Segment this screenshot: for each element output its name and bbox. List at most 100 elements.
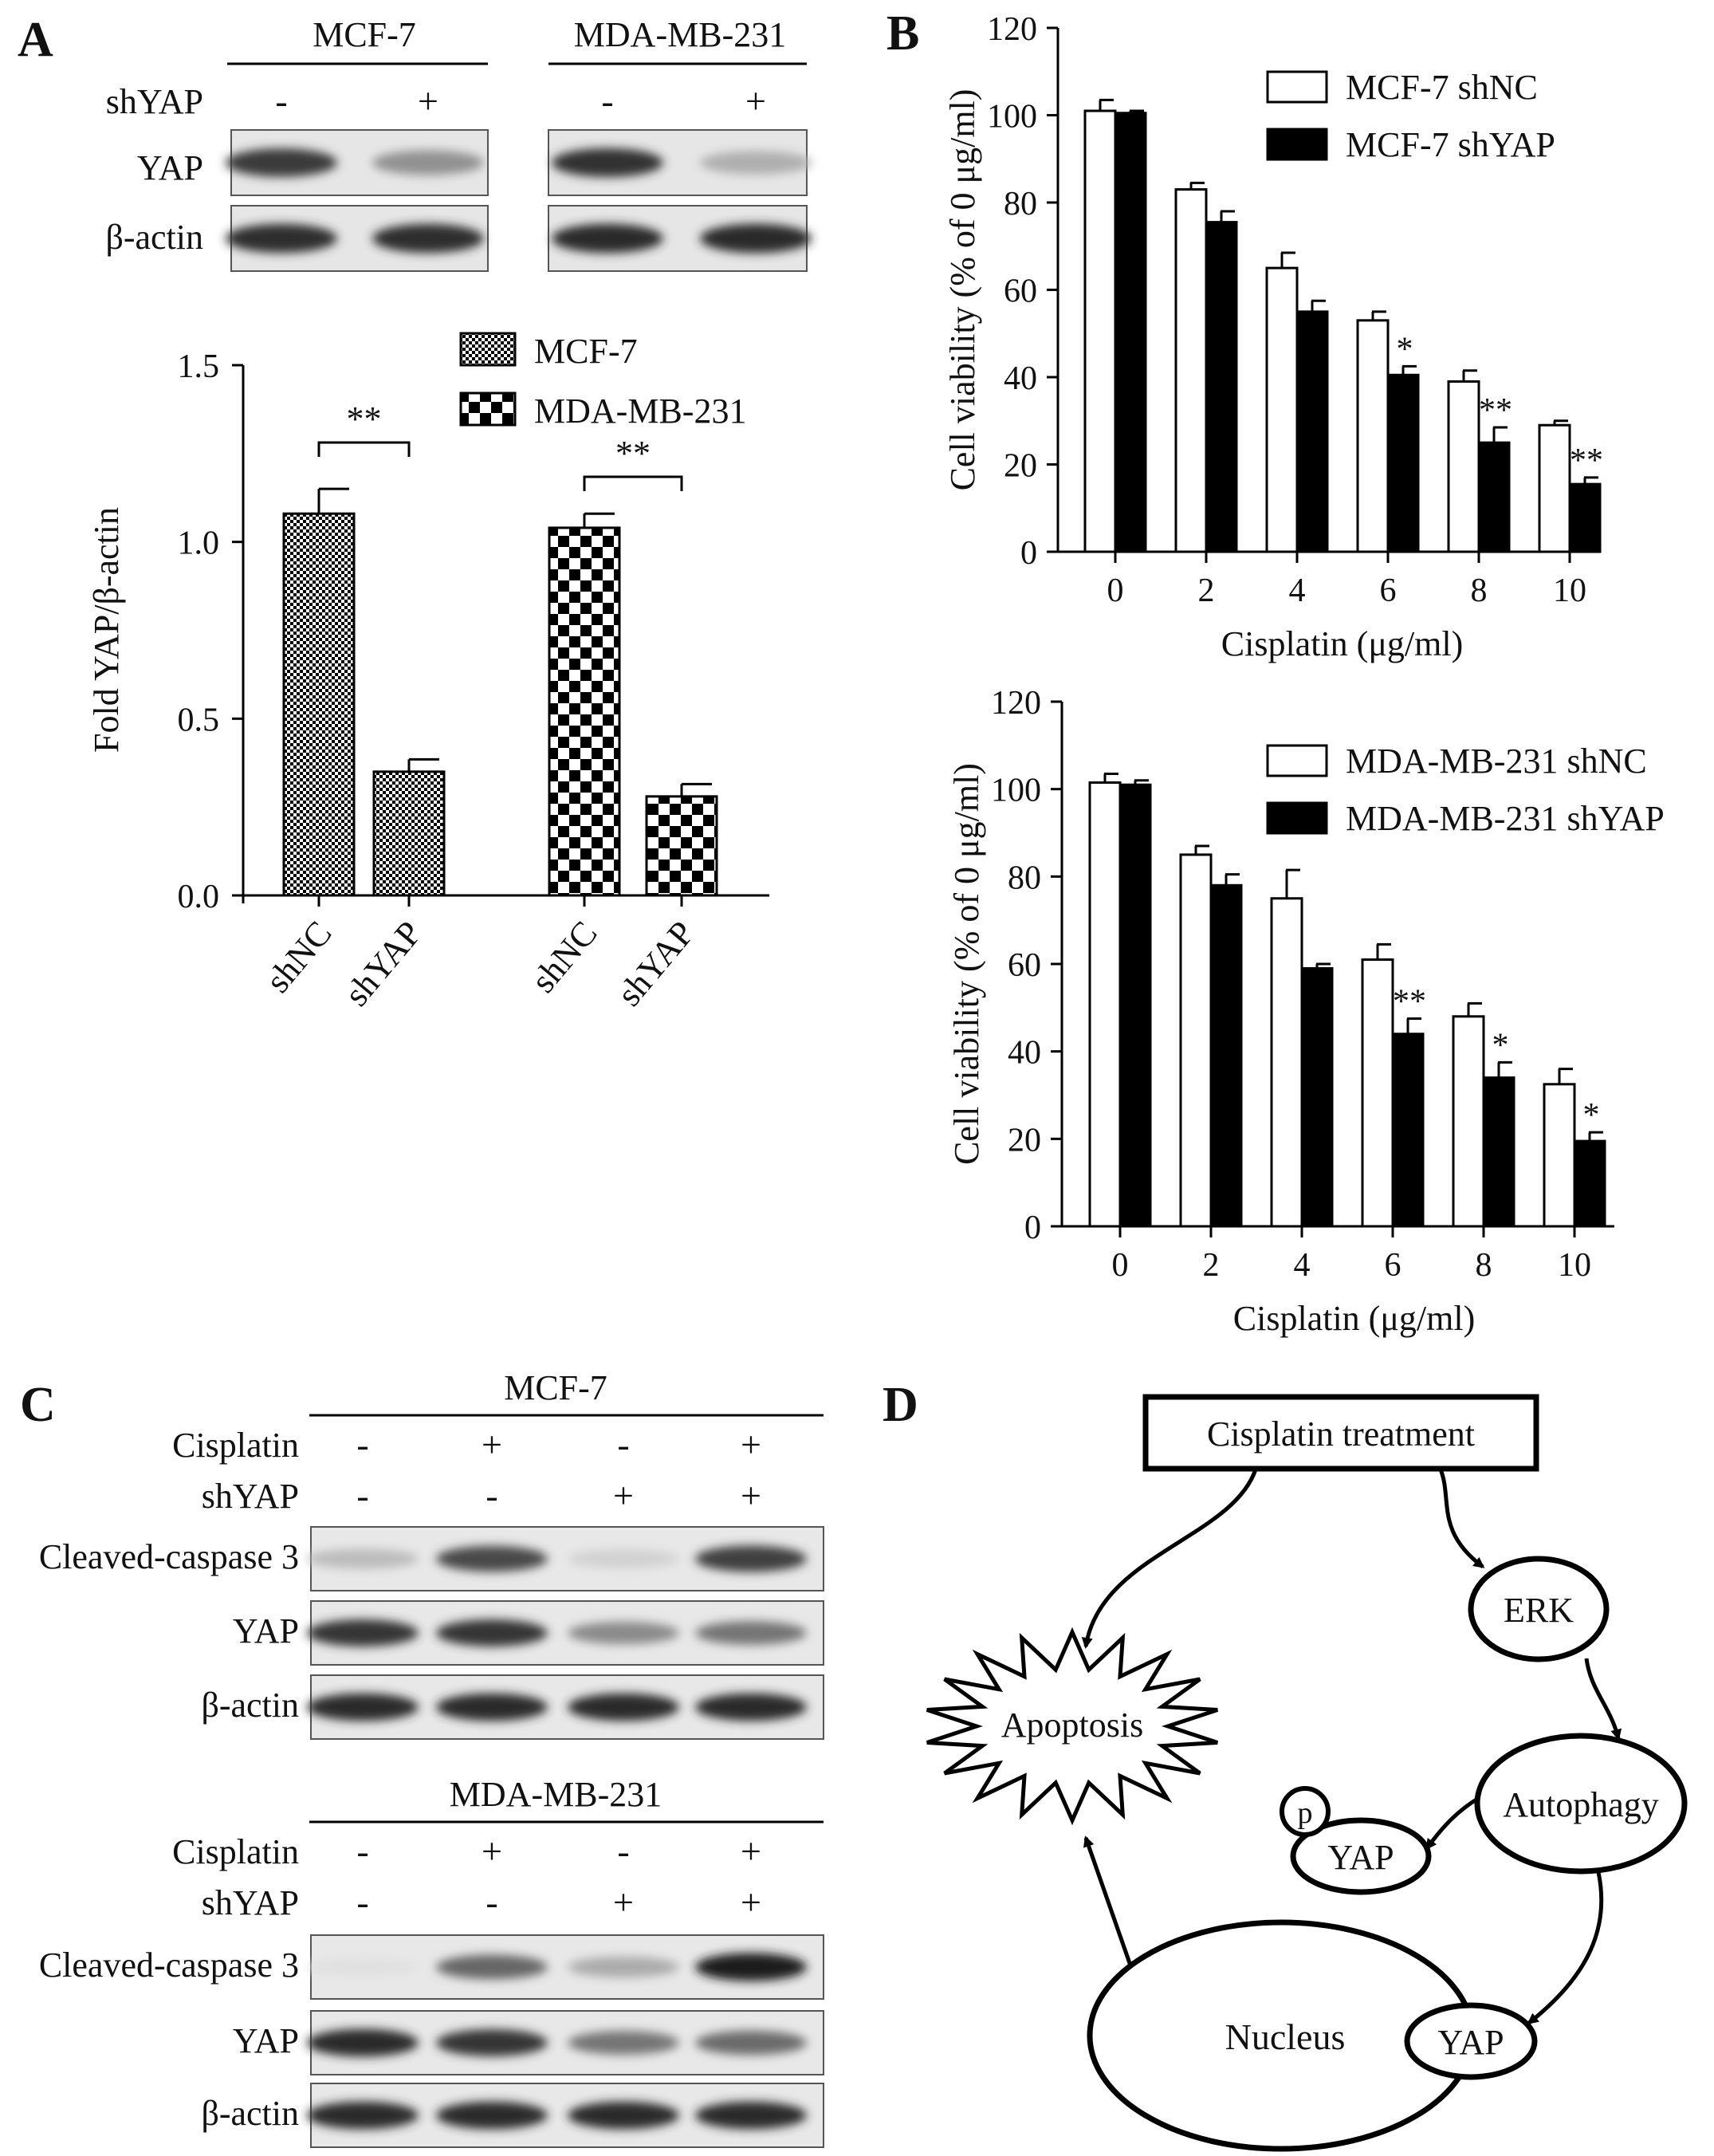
blot-c-treatment-mark: -: [356, 1475, 368, 1516]
chart-a-x-tick-label: shNC: [258, 914, 340, 1000]
chart-b-y-tick-label: 100: [991, 773, 1041, 809]
blot-c-band: [568, 2031, 679, 2055]
blot-c-band: [307, 1957, 419, 1977]
chart-b-bar-shyap: [1300, 966, 1334, 1228]
chart-b-significance-mark: **: [1393, 984, 1426, 1021]
chart-a-bar: [282, 512, 356, 897]
blot-a-band: [552, 223, 663, 254]
blot-a-band: [226, 148, 337, 177]
blot-c-treatment-mark: +: [613, 1882, 634, 1922]
blot-c-band: [695, 2101, 807, 2130]
blot-c-band: [436, 2029, 548, 2056]
panel-label-c: C: [20, 1378, 56, 1432]
blot-c-treatment-mark: +: [482, 1424, 502, 1465]
chart-b-x-tick-label: 10: [1553, 572, 1586, 609]
phospho-circle: [1280, 1786, 1331, 1837]
blot-c-section-title: MDA-MB-231: [450, 1775, 662, 1814]
chart-b-x-tick-label: 2: [1203, 1247, 1220, 1284]
panel-label-b: B: [886, 6, 919, 61]
blot-c-band: [307, 1693, 419, 1721]
chart-a-significance-mark: **: [615, 434, 651, 473]
blot-c-treatment-mark: -: [486, 1475, 497, 1516]
chart-b-bar-shyap: [1568, 482, 1602, 553]
blot-c-band-label: β-actin: [201, 2094, 299, 2133]
blot-c-band: [568, 1621, 679, 1645]
autophagy-label: Autophagy: [1503, 1785, 1659, 1824]
chart-a-y-tick-label: 1.0: [178, 525, 220, 562]
yap-cytoplasm-label: YAP: [1327, 1838, 1394, 1877]
chart-b-bar-shnc: [1088, 781, 1122, 1228]
chart-b-x-tick-label: 4: [1289, 572, 1306, 609]
blot-c-band: [695, 1621, 807, 1645]
chart-b-y-tick-label: 120: [991, 685, 1041, 722]
blot-c-treatment-mark: -: [617, 1831, 629, 1871]
yap-nucleus-node: [1404, 2002, 1538, 2080]
cisplatin-treatment-box: [1142, 1394, 1539, 1472]
panel-c-western-blots: MCF-7 Cisplatin - + - + shYAP - - + + Cleaved-caspa…: [39, 1368, 824, 2148]
blot-c-treatment-mark: +: [741, 1831, 761, 1871]
chart-b-y-tick-label: 100: [987, 99, 1037, 136]
chart-a-y-tick-label: 1.5: [178, 348, 220, 385]
chart-b-y-tick-label: 60: [1004, 273, 1037, 310]
arrow-autophagy-to-yap: [1425, 1796, 1480, 1851]
chart-a-legend-swatch-mda: [459, 391, 517, 427]
chart-b-x-tick-label: 2: [1198, 572, 1215, 609]
blot-c-treatment-mark: -: [356, 1424, 368, 1465]
chart-b-x-tick-label: 0: [1112, 1247, 1129, 1284]
chart-b-bar-shnc: [1174, 188, 1208, 553]
erk-label: ERK: [1504, 1591, 1574, 1630]
yap-cytoplasm-node: [1290, 1817, 1432, 1895]
blot-a-title-mda: MDA-MB-231: [574, 15, 786, 54]
blot-c-treatment-mark: -: [356, 1882, 368, 1922]
nucleus-label: Nucleus: [1225, 2016, 1346, 2057]
blot-c-band: [307, 1548, 419, 1569]
blot-c-band: [568, 2101, 679, 2130]
chart-b-y-tick-label: 20: [1008, 1122, 1041, 1159]
blot-c-band: [307, 1619, 419, 1647]
chart-a-y-axis-label: Fold YAP/β-actin: [87, 507, 126, 753]
blot-c-band: [568, 1549, 679, 1568]
chart-a-x-tick-label: shYAP: [337, 914, 430, 1013]
chart-b-bar-shnc: [1452, 1015, 1485, 1228]
chart-b-y-tick-label: 60: [1008, 947, 1041, 984]
chart-b-bar-shyap: [1482, 1076, 1515, 1228]
blot-c-band: [568, 1693, 679, 1721]
blot-c-band: [436, 1954, 548, 1980]
chart-b-y-tick-label: 80: [1004, 186, 1037, 222]
cisplatin-treatment-label: Cisplatin treatment: [1207, 1414, 1475, 1454]
blot-c-treatment-mark: -: [486, 1882, 497, 1922]
blot-c-band: [695, 1545, 807, 1572]
chart-b-x-tick-label: 4: [1294, 1247, 1311, 1284]
chart-b-y-axis-label: Cell viability (% of 0 μg/ml): [943, 89, 982, 491]
chart-b-x-tick-label: 0: [1107, 572, 1124, 609]
blot-c-row-label: shYAP: [202, 1883, 299, 1922]
chart-b-bar-shyap: [1477, 441, 1511, 553]
yap-nucleus-label: YAP: [1437, 2023, 1504, 2062]
chart-b-bar-shnc: [1083, 109, 1117, 553]
chart-b-legend-swatch: [1266, 801, 1328, 835]
chart-a-bar: [372, 770, 446, 897]
blot-c-treatment-mark: +: [741, 1475, 761, 1516]
chart-b-bar-shnc: [1361, 958, 1394, 1228]
chart-b-x-tick-label: 6: [1380, 572, 1397, 609]
blot-a-band: [372, 223, 484, 254]
apoptosis-burst: [926, 1627, 1218, 1826]
chart-a-bar: [645, 795, 718, 897]
blot-a-band: [700, 151, 812, 175]
chart-b-bar-shnc: [1356, 319, 1390, 553]
blot-a-band-label: β-actin: [105, 218, 203, 257]
chart-b-legend-swatch: [1266, 744, 1328, 777]
chart-b-x-axis-label: Cisplatin (μg/ml): [1221, 624, 1463, 663]
blot-c-row-label: Cisplatin: [172, 1832, 299, 1871]
chart-b-y-tick-label: 0: [1024, 1210, 1041, 1246]
chart-a-x-tick-label: shYAP: [610, 914, 702, 1013]
chart-b-bar-shyap: [1209, 883, 1243, 1228]
chart-b-bar-shyap: [1118, 783, 1152, 1228]
chart-b-legend-label: MCF-7 shYAP: [1346, 125, 1555, 164]
blot-c-band: [568, 1956, 679, 1978]
chart-b-bar-shnc: [1265, 266, 1299, 553]
chart-a-legend-label-mda: MDA-MB-231: [534, 391, 746, 431]
